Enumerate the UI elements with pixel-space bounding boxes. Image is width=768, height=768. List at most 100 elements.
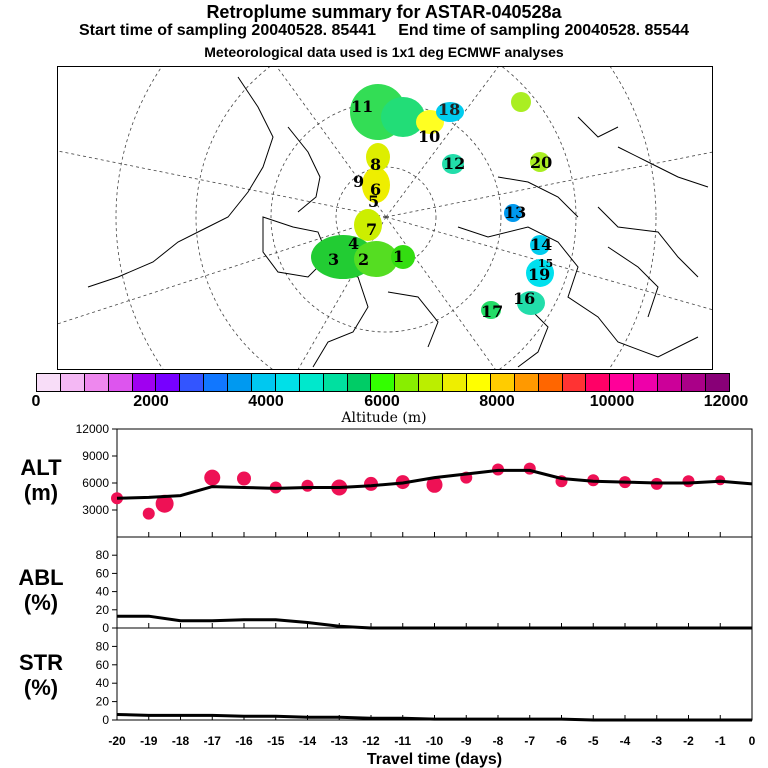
plume-day-12: 12 [443,154,465,173]
plume-day-17: 17 [481,302,503,321]
x-axis-title: Travel time (days) [367,751,502,768]
xtick-label: -12 [362,734,380,748]
colorbar-tick: 4000 [248,393,284,410]
colorbar-tick: 2000 [133,393,169,410]
xtick-label: -19 [140,734,158,748]
plume-day-2: 2 [358,250,369,269]
colorbar-swatch [323,374,348,391]
alt-point [237,471,251,486]
plume-day-16: 16 [513,289,535,308]
plume-blob [511,92,531,112]
xtick-label: -3 [651,734,662,748]
colorbar-swatch [395,374,420,391]
colorbar-tick: 0 [31,393,41,410]
colorbar-swatch [419,374,444,391]
colorbar-swatch [156,374,181,391]
str-frame [116,627,753,721]
alt-ytick-label: 12000 [76,422,110,436]
xtick-label: -8 [493,734,504,748]
colorbar-swatch [180,374,205,391]
plume-day-7: 7 [366,220,377,239]
plume-blob [442,154,464,174]
colorbar-swatch [252,374,276,391]
colorbar-swatch [610,374,635,391]
plume-blob [391,245,415,269]
colorbar-swatch [371,374,396,391]
plume-blob [362,167,390,203]
alt-ytick-label: 9000 [82,449,109,463]
plume-day-18: 18 [438,100,460,119]
xtick-label: -1 [715,734,726,748]
xtick-label: -20 [108,734,126,748]
str-panel-label: STR (%) [19,650,63,700]
colorbar-swatch [658,374,683,391]
alt-point [426,476,443,493]
colorbar-swatch [514,374,539,391]
plume-blobs [311,84,554,319]
abl-ytick-label: 40 [96,585,110,599]
abl-frame [116,536,753,629]
alt-line [116,468,753,500]
colorbar-swatch [84,374,109,391]
colorbar-swatch [705,374,729,391]
plume-day-4: 4 [348,234,359,253]
abl-ytick-label: 20 [96,603,110,617]
str-ytick-label: 0 [102,713,109,727]
xtick-label: -15 [267,734,285,748]
plume-blob [530,235,550,255]
colorbar-swatch [586,374,611,391]
plume-blob [436,102,464,122]
plume-day-8: 8 [370,155,381,174]
plume-blob [366,143,390,171]
colorbar-swatch [538,374,563,391]
xtick-label: 0 [749,734,756,748]
colorbar-swatch [37,374,61,391]
sampling-times: Start time of sampling 20040528. 85441 E… [78,22,690,39]
colorbar-swatch [60,374,85,391]
xtick-label: -9 [461,734,472,748]
str-line [116,713,752,722]
colorbar-swatch [562,374,587,391]
chart-title: Retroplume summary for ASTAR-040528a [206,2,562,22]
colorbar-swatch [682,374,706,391]
plume-day-6: 6 [370,180,381,199]
plume-day-5: 5 [368,192,379,211]
colorbar-swatch [228,374,253,391]
alt-point [204,469,221,486]
colorbar-swatch [443,374,468,391]
colorbar-swatch [275,374,300,391]
plume-day-11: 11 [351,97,373,116]
colorbar-swatch [490,374,515,391]
colorbar-swatch [467,374,491,391]
plume-day-13: 13 [504,203,526,222]
alt-point [142,507,155,520]
xtick-label: -18 [172,734,190,748]
plume-blob [354,209,382,241]
colorbar-tick: 8000 [479,393,515,410]
abl-ytick-label: 60 [96,566,110,580]
colorbar-swatch [132,374,157,391]
met-data-note: Meteorological data used is 1x1 deg ECMW… [204,44,564,60]
alt-panel-label: ALT (m) [20,455,62,505]
xtick-label: -16 [235,734,253,748]
retroplume-map: 1 2 3 4 5 6 7 8 9 10 11 12 13 14 15 16 1… [57,66,713,370]
colorbar-swatch [347,374,372,391]
xtick-label: -11 [394,734,411,748]
xtick-label: -17 [204,734,222,748]
alt-point [301,479,314,492]
str-ytick-label: 40 [96,676,110,690]
plume-day-1: 1 [393,247,404,266]
plume-day-20: 20 [530,153,552,172]
abl-panel-label: ABL (%) [18,565,64,615]
xtick-label: -6 [556,734,567,748]
alt-ytick-label: 3000 [82,503,109,517]
plume-day-9: 9 [353,172,364,191]
altitude-colorbar [36,373,730,392]
alt-point [682,475,695,488]
plume-day-14: 14 [530,235,552,254]
xtick-label: -14 [299,734,317,748]
plume-blob [504,204,522,222]
xtick-label: -7 [524,734,535,748]
xtick-label: -2 [683,734,694,748]
